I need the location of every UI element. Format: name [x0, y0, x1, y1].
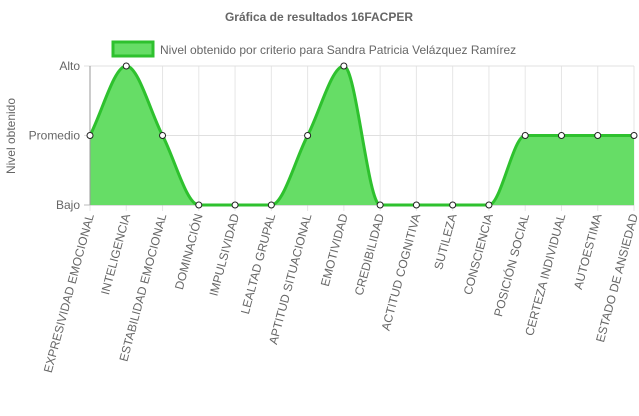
data-point[interactable] — [557, 132, 565, 139]
data-point[interactable] — [376, 201, 384, 209]
area-layer — [88, 64, 634, 207]
x-tick-label: CREDIBILIDAD — [352, 212, 387, 297]
data-point[interactable] — [231, 201, 239, 209]
x-tick-label: POSICIÓN SOCIAL — [490, 212, 532, 319]
data-point[interactable] — [485, 201, 493, 209]
x-tick-label: LEALTAD GRUPAL — [238, 212, 278, 316]
y-tick-label: Bajo — [56, 198, 80, 212]
data-point[interactable] — [521, 132, 529, 139]
legend-label: Nivel obtenido por criterio para Sandra … — [160, 43, 516, 57]
x-tick-label: IMPULSIVIDAD — [207, 212, 243, 298]
data-point[interactable] — [195, 201, 203, 209]
data-point[interactable] — [630, 132, 638, 139]
x-tick-label: EMOTIVIDAD — [318, 212, 351, 288]
y-tick-label: Alto — [59, 59, 80, 73]
x-tick-label: DOMINACIÓN — [171, 212, 206, 291]
data-point[interactable] — [86, 132, 94, 139]
chart-title: Gráfica de resultados 16FACPER — [225, 10, 413, 24]
data-point[interactable] — [412, 201, 420, 209]
data-point[interactable] — [267, 201, 275, 209]
legend-swatch — [111, 40, 155, 58]
data-point[interactable] — [340, 62, 348, 70]
y-tick-labels: Bajo Promedio Alto — [29, 59, 81, 212]
data-point[interactable] — [122, 62, 130, 70]
series-line — [88, 64, 634, 207]
data-point[interactable] — [449, 201, 457, 209]
x-tick-label: EXPRESIVIDAD EMOCIONAL — [41, 212, 97, 374]
x-tick-label: SUTILEZA — [431, 212, 459, 271]
data-point[interactable] — [159, 132, 167, 139]
y-tick-label: Promedio — [29, 129, 81, 143]
x-tick-labels: EXPRESIVIDAD EMOCIONAL INTELIGENCIAESTABI… — [41, 212, 639, 375]
points-layer — [86, 62, 638, 209]
x-tick-label: CERTEZA INDIVIDUAL — [522, 212, 568, 337]
x-tick-label: ACTITUD COGNITIVA — [379, 212, 424, 332]
y-axis-label: Nivel obtenido — [4, 98, 18, 174]
data-point[interactable] — [304, 132, 312, 139]
legend[interactable]: Nivel obtenido por criterio para Sandra … — [111, 40, 516, 58]
data-point[interactable] — [594, 132, 602, 139]
x-tick-label: AUTOESTIMA — [571, 212, 605, 291]
x-tick-label: INTELIGENCIA — [98, 212, 133, 296]
x-tick-label: CONSCIENCIA — [461, 212, 496, 296]
